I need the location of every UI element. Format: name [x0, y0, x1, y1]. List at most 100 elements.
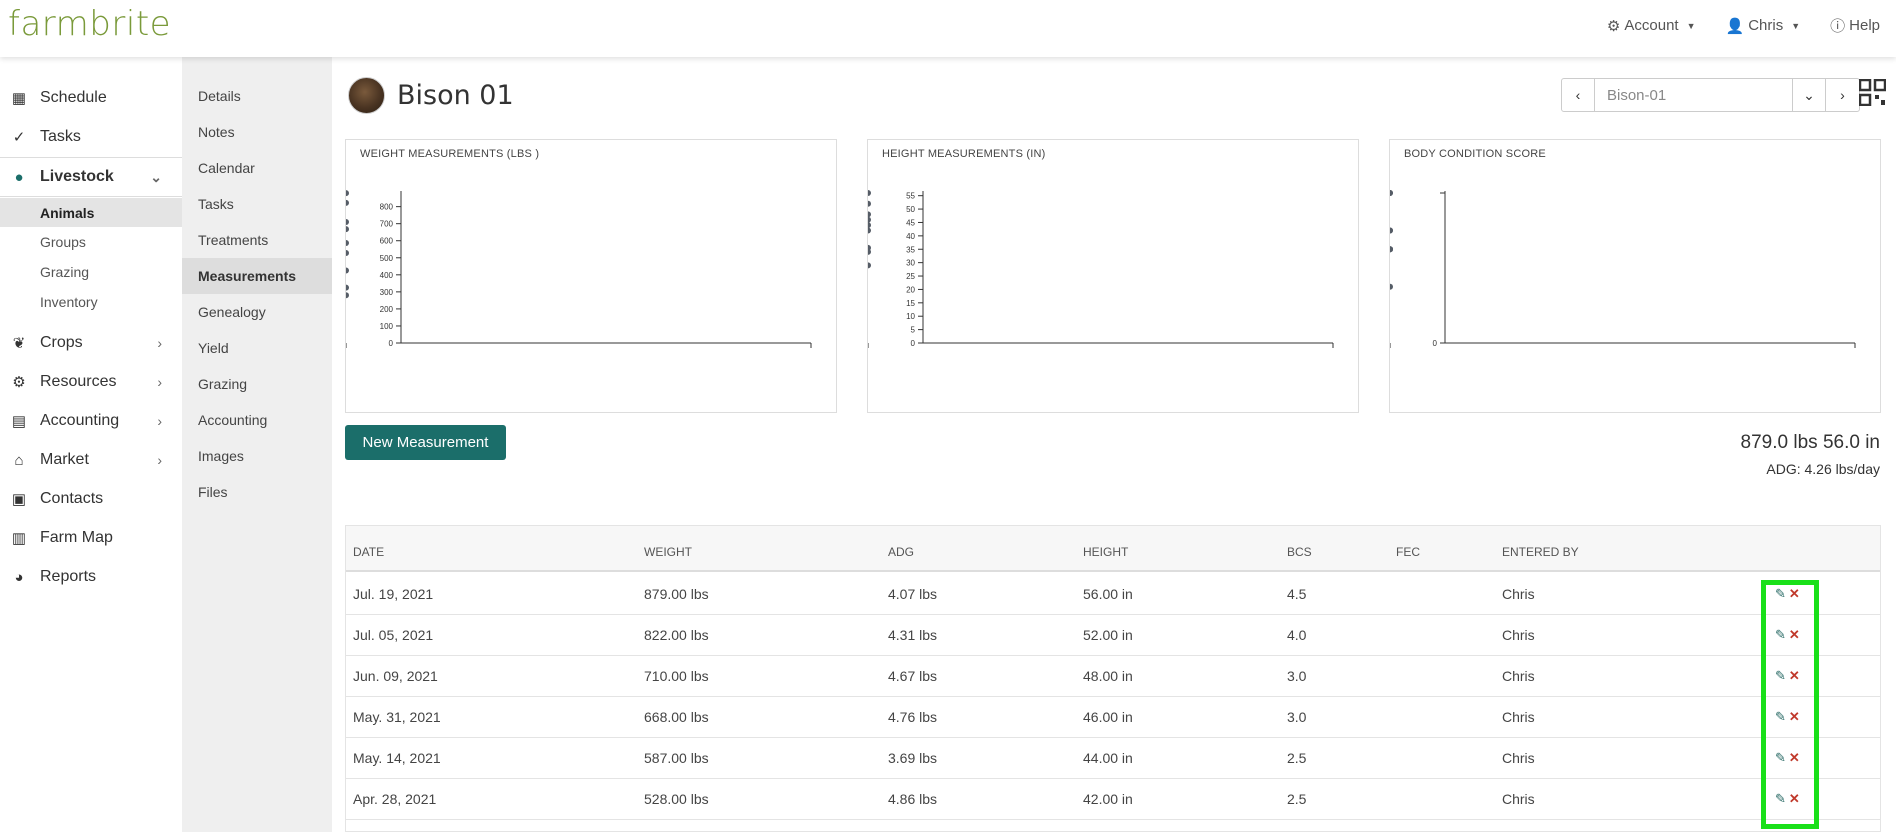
chevron-right-icon: ›: [157, 335, 162, 351]
subnav-label: Measurements: [198, 268, 297, 284]
header-entered-by[interactable]: ENTERED BY: [1502, 545, 1579, 559]
next-animal-button[interactable]: ›: [1826, 79, 1859, 111]
sidebar-item-label: Reports: [40, 568, 97, 585]
sidebar-item-accounting[interactable]: ▤ Accounting ›: [0, 403, 182, 439]
data-point: [868, 244, 871, 251]
subitem-label: Animals: [40, 204, 95, 221]
sidebar-item-resources[interactable]: ⚙ Resources ›: [0, 364, 182, 400]
x-tick-label: 07/01/2021: [1390, 350, 1391, 359]
subnav-label: Details: [198, 88, 241, 104]
subnav-genealogy[interactable]: Genealogy: [182, 294, 332, 330]
edit-pencil-icon[interactable]: ✎: [1775, 627, 1786, 642]
subnav-label: Notes: [198, 124, 235, 140]
subnav-treatments[interactable]: Treatments: [182, 222, 332, 258]
subnav-measurements[interactable]: Measurements: [182, 258, 332, 294]
cell-adg: 4.67 lbs: [888, 668, 938, 684]
data-point: [868, 262, 871, 269]
header-fec[interactable]: FEC: [1396, 545, 1420, 559]
user-menu[interactable]: 👤 Chris ▼: [1726, 15, 1801, 36]
sidebar-item-reports[interactable]: ◕ Reports: [0, 559, 182, 595]
y-tick-label: 0: [911, 339, 916, 348]
sidebar-subitem-inventory[interactable]: Inventory: [0, 287, 182, 316]
main-sidebar: ▦ Schedule ✓ Tasks ● Livestock ⌄ Animals…: [0, 57, 182, 832]
header-bcs[interactable]: BCS: [1287, 545, 1312, 559]
header-height[interactable]: HEIGHT: [1083, 545, 1129, 559]
sidebar-item-label: Farm Map: [40, 529, 113, 546]
sidebar-item-crops[interactable]: ❦ Crops ›: [0, 325, 182, 361]
y-tick-label: 45: [906, 218, 915, 227]
delete-x-icon[interactable]: ✕: [1788, 750, 1800, 765]
cell-bcs: 3.0: [1287, 668, 1307, 684]
x-tick-label: 06/01/2021: [346, 350, 347, 359]
y-tick-label: 15: [906, 299, 915, 308]
subnav-notes[interactable]: Notes: [182, 114, 332, 150]
top-nav: ⚙ Account ▼ 👤 Chris ▼ ⓘ Help: [1607, 15, 1880, 36]
subnav-calendar[interactable]: Calendar: [182, 150, 332, 186]
row-actions: ✎ ✕: [1775, 586, 1800, 602]
subnav-tasks[interactable]: Tasks: [182, 186, 332, 222]
new-measurement-button[interactable]: New Measurement: [345, 425, 506, 460]
subnav-images[interactable]: Images: [182, 438, 332, 474]
edit-pencil-icon[interactable]: ✎: [1775, 750, 1786, 765]
delete-x-icon[interactable]: ✕: [1788, 668, 1800, 683]
table-row: May. 31, 2021 668.00 lbs 4.76 lbs 46.00 in 3…: [346, 697, 1880, 738]
subnav-details[interactable]: Details: [182, 78, 332, 114]
account-label: Account: [1624, 17, 1679, 34]
header-date[interactable]: DATE: [353, 545, 385, 559]
delete-x-icon[interactable]: ✕: [1788, 709, 1800, 724]
sidebar-subitem-grazing[interactable]: Grazing: [0, 257, 182, 286]
account-menu[interactable]: ⚙ Account ▼: [1607, 15, 1696, 36]
x-tick-label: 04/01/2021: [1390, 350, 1391, 359]
sidebar-subitem-groups[interactable]: Groups: [0, 227, 182, 256]
chart-title: HEIGHT MEASUREMENTS (IN): [882, 148, 1046, 160]
data-point: [346, 199, 349, 206]
sidebar-item-schedule[interactable]: ▦ Schedule: [0, 80, 182, 116]
subnav-grazing[interactable]: Grazing: [182, 366, 332, 402]
edit-pencil-icon[interactable]: ✎: [1775, 709, 1786, 724]
delete-x-icon[interactable]: ✕: [1788, 627, 1800, 642]
header-weight[interactable]: WEIGHT: [644, 545, 692, 559]
delete-x-icon[interactable]: ✕: [1788, 791, 1800, 806]
x-tick-label: 07/01/2021: [346, 350, 347, 359]
x-tick-label: 06/01/2021: [868, 350, 869, 359]
y-tick-label: 800: [380, 203, 394, 212]
prev-animal-button[interactable]: ‹: [1562, 79, 1595, 111]
sidebar-item-farm-map[interactable]: ▥ Farm Map: [0, 520, 182, 556]
bcs-chart: 0 03/01/202104/01/202105/01/202106/01/202…: [1390, 140, 1856, 359]
help-link[interactable]: ⓘ Help: [1830, 15, 1880, 36]
cell-height: 44.00 in: [1083, 750, 1133, 766]
edit-pencil-icon[interactable]: ✎: [1775, 668, 1786, 683]
subnav-accounting[interactable]: Accounting: [182, 402, 332, 438]
map-icon: ▥: [11, 530, 27, 547]
subnav-label: Genealogy: [198, 304, 266, 320]
sidebar-item-market[interactable]: ⌂ Market ›: [0, 442, 182, 478]
chevron-down-icon: ⌄: [1803, 86, 1815, 103]
subnav-yield[interactable]: Yield: [182, 330, 332, 366]
data-point: [868, 227, 871, 234]
header-adg[interactable]: ADG: [888, 545, 915, 559]
animal-picker-input[interactable]: [1595, 79, 1793, 111]
sidebar-item-tasks[interactable]: ✓ Tasks: [0, 119, 182, 155]
data-point: [1390, 246, 1393, 253]
cell-adg: 4.76 lbs: [888, 709, 938, 725]
cell-height: 48.00 in: [1083, 668, 1133, 684]
qr-code-icon[interactable]: [1859, 79, 1886, 106]
brand-logo[interactable]: farmbrite: [8, 4, 172, 44]
data-point: [346, 284, 349, 291]
delete-x-icon[interactable]: ✕: [1788, 586, 1800, 601]
pie-chart-icon: ◕: [14, 568, 24, 586]
edit-pencil-icon[interactable]: ✎: [1775, 586, 1786, 601]
sidebar-item-label: Resources: [40, 373, 117, 390]
cell-bcs: 4.5: [1287, 586, 1307, 602]
sidebar-item-contacts[interactable]: ▣ Contacts: [0, 481, 182, 517]
sidebar-subitem-animals[interactable]: Animals: [0, 198, 182, 227]
animal-picker: ‹ ⌄ ›: [1561, 78, 1860, 112]
cell-bcs: 2.5: [1287, 791, 1307, 807]
subnav-files[interactable]: Files: [182, 474, 332, 510]
sidebar-item-livestock[interactable]: ● Livestock ⌄: [0, 157, 182, 197]
data-point: [346, 267, 349, 274]
table-row: Apr. 28, 2021 528.00 lbs 4.86 lbs 42.00 in 2…: [346, 779, 1880, 820]
edit-pencil-icon[interactable]: ✎: [1775, 791, 1786, 806]
y-tick-label: 400: [380, 271, 394, 280]
animal-dropdown-toggle[interactable]: ⌄: [1793, 79, 1826, 111]
